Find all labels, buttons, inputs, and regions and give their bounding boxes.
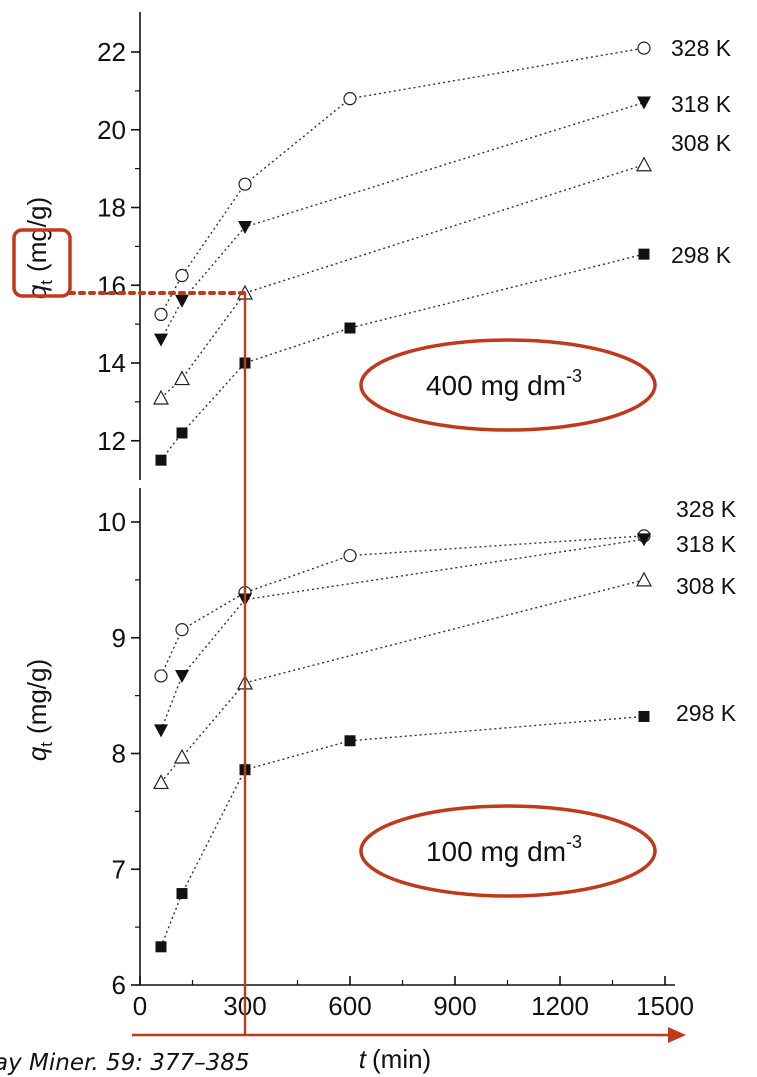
bottom-ytick-label-6: 6 xyxy=(112,970,126,1000)
bottom-series-label-308k: 308 K xyxy=(676,573,737,599)
point-bottom-308k-0 xyxy=(152,774,170,790)
point-bottom-318k-1 xyxy=(175,669,189,683)
point-top-318k-2 xyxy=(238,220,252,234)
point-bottom-328k-3 xyxy=(343,548,357,563)
top-ytick-label-18: 18 xyxy=(97,193,126,223)
bottom-series-label-298k: 298 K xyxy=(676,700,737,726)
time-arrow-head xyxy=(668,1027,686,1043)
top-series-label-298k: 298 K xyxy=(671,242,732,268)
point-bottom-308k-3 xyxy=(635,571,653,587)
x-axis-title: t (min) xyxy=(359,1044,431,1074)
point-bottom-298k-1 xyxy=(176,888,188,900)
point-top-298k-3 xyxy=(344,322,356,334)
point-top-298k-1 xyxy=(176,427,188,439)
bottom-annotation-ellipse xyxy=(359,804,657,898)
bottom-ytick-label-9: 9 xyxy=(112,623,126,653)
top-panel: 12 14 16 18 20 22 qt(mg/g) 328 K 318 K 308 K 298 K… xyxy=(22,12,732,480)
highlight-overlay xyxy=(12,228,686,1043)
point-top-328k-2 xyxy=(238,177,252,191)
top-series-label-308k: 308 K xyxy=(671,130,732,156)
point-top-328k-4 xyxy=(637,41,651,55)
xtick-label-900: 900 xyxy=(433,991,476,1021)
point-top-328k-0 xyxy=(154,307,168,322)
xtick-label-600: 600 xyxy=(328,991,371,1021)
point-top-298k-0 xyxy=(155,454,167,466)
point-top-318k-1 xyxy=(175,294,189,308)
point-bottom-298k-4 xyxy=(638,710,650,722)
bottom-series-label-328k: 328 K xyxy=(676,496,737,522)
point-bottom-298k-3 xyxy=(344,735,356,747)
bottom-ytick-label-10: 10 xyxy=(97,507,126,537)
top-ytick-label-22: 22 xyxy=(97,37,126,67)
bottom-concentration-label: 100 mg dm-3 xyxy=(426,832,582,867)
bottom-panel: 6 7 8 9 10 qt(mg/g) 328 K 318 K 308 K 298 K 100 mg… xyxy=(22,488,737,1074)
point-top-318k-3 xyxy=(637,96,651,110)
point-top-318k-0 xyxy=(154,333,168,347)
top-ytick-label-16: 16 xyxy=(97,270,126,300)
citation-text: ay Miner. 59: 377–385 xyxy=(0,1050,250,1076)
top-ytick-label-14: 14 xyxy=(97,348,126,378)
top-line-308k xyxy=(160,164,645,399)
bottom-y-axis-title: qt(mg/g) xyxy=(22,659,56,761)
point-top-328k-1 xyxy=(175,268,189,283)
point-bottom-318k-3 xyxy=(637,533,651,547)
top-line-298k xyxy=(160,253,645,461)
bottom-series-label-318k: 318 K xyxy=(676,531,737,557)
top-concentration-label: 400 mg dm-3 xyxy=(426,366,582,401)
point-top-308k-0 xyxy=(152,389,170,405)
xtick-label-0: 0 xyxy=(133,991,147,1021)
xtick-label-1200: 1200 xyxy=(531,991,589,1021)
point-bottom-298k-0 xyxy=(155,941,167,953)
ylabel-highlight-box xyxy=(12,228,72,298)
top-ytick-label-20: 20 xyxy=(97,115,126,145)
point-top-328k-3 xyxy=(343,92,357,106)
bottom-line-318k xyxy=(160,538,645,731)
point-bottom-318k-0 xyxy=(154,724,168,738)
point-top-298k-4 xyxy=(638,248,650,260)
point-bottom-328k-1 xyxy=(175,623,189,637)
top-y-axis-title: qt(mg/g) xyxy=(22,197,56,299)
bottom-line-308k xyxy=(160,579,645,783)
point-top-308k-3 xyxy=(635,156,653,172)
top-line-318k xyxy=(160,101,645,341)
top-annotation-ellipse xyxy=(359,338,657,432)
bottom-ytick-label-7: 7 xyxy=(112,854,126,884)
top-series-label-318k: 318 K xyxy=(671,91,732,117)
top-ytick-label-12: 12 xyxy=(97,426,126,456)
bottom-line-328k xyxy=(160,535,645,677)
point-bottom-308k-1 xyxy=(173,748,191,764)
point-top-308k-1 xyxy=(173,370,191,386)
bottom-ytick-label-8: 8 xyxy=(112,739,126,769)
point-bottom-328k-0 xyxy=(154,669,168,683)
top-series-label-328k: 328 K xyxy=(671,35,732,61)
top-line-328k xyxy=(160,47,645,315)
xtick-label-1500: 1500 xyxy=(636,991,694,1021)
